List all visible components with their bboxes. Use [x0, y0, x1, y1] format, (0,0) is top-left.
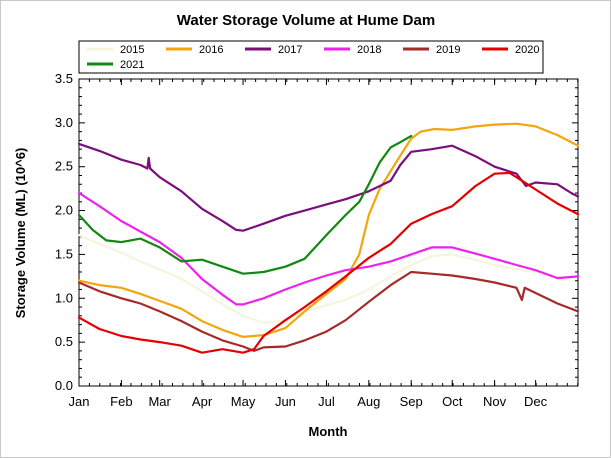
series-line-2019: [77, 270, 580, 352]
legend-items: 2015 2016 2017 2018 2019 2020 2021: [87, 44, 539, 71]
x-axis-label: Month: [309, 424, 348, 439]
y-tick-label: 1.0: [55, 290, 73, 305]
x-axis: Jan Feb Mar Apr May Jun Jul Aug Sep Oct Nov Dec: [69, 79, 579, 409]
legend-label-2019: 2019: [436, 44, 460, 56]
series-line-2016: [77, 122, 580, 338]
y-tick-label: 3.5: [55, 71, 73, 86]
series-line-2020: [77, 171, 580, 354]
legend: [78, 40, 544, 74]
legend-label-2018: 2018: [357, 44, 381, 56]
legend-label-2020: 2020: [515, 44, 539, 56]
x-tick-label: Nov: [483, 394, 507, 409]
y-tick-label: 3.0: [55, 115, 73, 130]
y-tick-label: 2.0: [55, 203, 73, 218]
x-tick-label: May: [231, 394, 256, 409]
y-axis-label: Storage Volume (ML) (10^6): [13, 148, 28, 319]
x-tick-label: Sep: [400, 394, 423, 409]
x-tick-label: Dec: [524, 394, 548, 409]
x-tick-label: Jun: [275, 394, 296, 409]
series-line-2017: [77, 142, 580, 232]
series-line-2021: [77, 134, 413, 275]
y-tick-label: 0.0: [55, 378, 73, 393]
x-tick-label: Aug: [357, 394, 380, 409]
x-tick-label: Mar: [148, 394, 171, 409]
x-tick-label: Jan: [69, 394, 90, 409]
legend-label-2015: 2015: [120, 44, 144, 56]
series-lines: [77, 122, 580, 354]
legend-label-2017: 2017: [278, 44, 302, 56]
x-tick-label: Apr: [192, 394, 213, 409]
y-axis: 0.0 0.5 1.0 1.5 2.0 2.5 3.0 3.5: [55, 71, 578, 393]
x-tick-label: Feb: [110, 394, 132, 409]
x-tick-label: Jul: [318, 394, 335, 409]
x-tick-label: Oct: [442, 394, 463, 409]
chart-title: Water Storage Volume at Hume Dam: [177, 12, 435, 29]
y-tick-label: 1.5: [55, 246, 73, 261]
y-tick-label: 0.5: [55, 334, 73, 349]
y-tick-label: 2.5: [55, 159, 73, 174]
legend-label-2021: 2021: [120, 59, 144, 71]
series-line-2018: [77, 191, 580, 306]
legend-label-2016: 2016: [199, 44, 223, 56]
